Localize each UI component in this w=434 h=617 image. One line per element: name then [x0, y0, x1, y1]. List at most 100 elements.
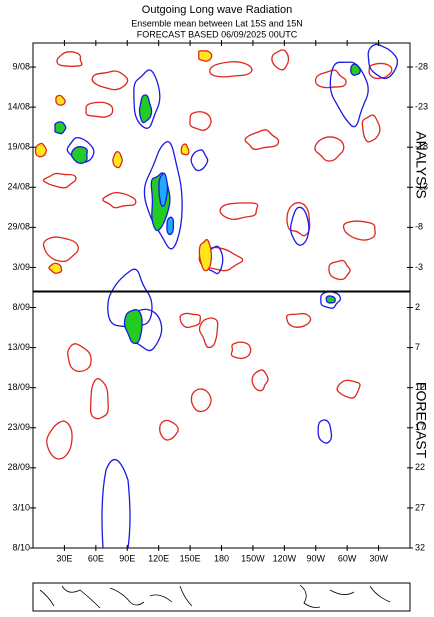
contour [328, 259, 351, 281]
contour [368, 62, 393, 80]
contour [285, 312, 312, 328]
y-tick-label: 9/08 [12, 61, 30, 71]
y-tick-label: 24/08 [7, 182, 30, 192]
y-tick-label: 14/08 [7, 102, 30, 112]
contour [48, 262, 63, 274]
y-tick-label: 8/10 [12, 542, 30, 552]
contour [42, 172, 77, 189]
x-tick-label: 30E [56, 553, 72, 563]
coastline [39, 584, 391, 609]
x-tick-label: 120E [148, 553, 169, 563]
contour [197, 50, 213, 62]
contour [325, 295, 336, 304]
y-tick-label: 3/09 [12, 262, 30, 272]
x-tick-label: 150E [180, 553, 201, 563]
map-strip [32, 582, 411, 612]
contour [336, 379, 361, 399]
contours [34, 43, 399, 549]
contour [42, 236, 79, 263]
x-tick-label: 90W [306, 553, 325, 563]
contour [102, 191, 137, 209]
contour [107, 268, 153, 328]
contour [314, 136, 345, 162]
contour [66, 136, 95, 163]
contour [367, 43, 399, 80]
y-tick-label: 23/09 [7, 422, 30, 432]
contour [198, 238, 213, 272]
y2-tick-label: 2 [415, 302, 420, 312]
x-tick-label: 120W [273, 553, 297, 563]
contour [329, 61, 369, 128]
contour [230, 341, 252, 360]
contour [251, 369, 269, 392]
contour [350, 63, 361, 76]
contour [180, 143, 190, 156]
contour [101, 459, 131, 549]
contour [89, 378, 109, 420]
y-tick-label: 3/10 [12, 502, 30, 512]
contour [158, 172, 169, 207]
y2-tick-label: 17 [415, 422, 425, 432]
contour [190, 388, 212, 413]
contour [112, 151, 123, 169]
y2-tick-label: 22 [415, 462, 425, 472]
contour [123, 308, 143, 345]
plot-frame [32, 42, 411, 549]
contour [289, 206, 310, 246]
forecast-note: FORECAST BASED 06/09/2025 00UTC [137, 29, 298, 39]
contour [143, 141, 183, 250]
contour [219, 202, 259, 221]
contour [190, 149, 209, 172]
analysis-label: ANALYSIS [413, 131, 429, 198]
contour [361, 114, 381, 143]
x-tick-label: 90E [119, 553, 135, 563]
y2-tick-label: -8 [415, 222, 423, 232]
y2-tick-label: 7 [415, 342, 420, 352]
contour [46, 420, 73, 460]
contour [244, 129, 280, 151]
x-tick-label: 60E [88, 553, 104, 563]
x-tick-label: 180 [214, 553, 229, 563]
y2-tick-label: -3 [415, 262, 423, 272]
contour [56, 51, 83, 67]
contour [91, 70, 129, 91]
y2-tick-label: -18 [415, 142, 428, 152]
contour [85, 101, 114, 118]
contour [67, 343, 92, 373]
y-tick-label: 8/09 [12, 302, 30, 312]
contour [54, 121, 67, 135]
x-tick-label: 30W [369, 553, 388, 563]
contour [34, 142, 47, 158]
y-tick-label: 29/08 [7, 222, 30, 232]
contour [179, 312, 202, 329]
y2-tick-label: 12 [415, 382, 425, 392]
contour [342, 220, 376, 241]
forecast-label: FORECAST [413, 382, 429, 459]
x-tick-label: 150W [241, 553, 265, 563]
contour [271, 49, 290, 71]
chart-title: Outgoing Long wave Radiation [142, 4, 292, 16]
contour [55, 94, 66, 106]
contour [189, 111, 212, 131]
contour [198, 317, 219, 349]
y-tick-label: 28/09 [7, 462, 30, 472]
y2-tick-label: 32 [415, 542, 425, 552]
contour [166, 216, 175, 236]
chart-subtitle: Ensemble mean between Lat 15S and 15N [131, 18, 303, 28]
contour [133, 69, 161, 129]
contour [317, 419, 333, 444]
contour [70, 146, 88, 164]
x-tick-label: 60W [338, 553, 357, 563]
y-tick-label: 18/09 [7, 382, 30, 392]
y2-tick-label: -28 [415, 61, 428, 71]
contour [159, 419, 179, 441]
y2-tick-label: -13 [415, 182, 428, 192]
contour [138, 94, 153, 124]
y-tick-label: 19/08 [7, 142, 30, 152]
y-tick-label: 13/09 [7, 342, 30, 352]
y2-tick-label: -23 [415, 102, 428, 112]
contour [209, 61, 253, 78]
contour [314, 69, 347, 89]
y2-tick-label: 27 [415, 502, 425, 512]
